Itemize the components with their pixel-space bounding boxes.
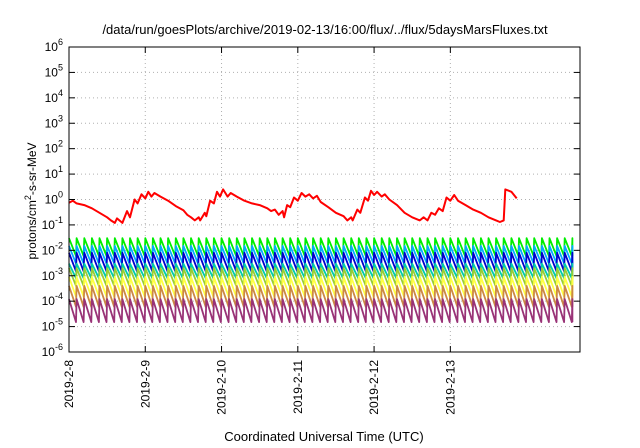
series-line-3 [68, 251, 574, 273]
x-tick-label: 2019-2-8 [62, 360, 76, 408]
x-tick-label: 2019-2-9 [138, 360, 152, 408]
y-tick-label: 105 [45, 62, 63, 79]
y-axis-label-sup: 2 [23, 195, 33, 200]
y-tick-label: 10-5 [42, 317, 63, 334]
x-tick-label: 2019-2-13 [443, 360, 457, 415]
x-axis-label: Coordinated Universal Time (UTC) [224, 429, 423, 444]
series-line-2 [68, 245, 574, 265]
x-tick-label: 2019-2-11 [291, 360, 305, 414]
series-line-1 [68, 237, 574, 257]
y-axis-label-post: -s-sr-MeV [25, 142, 39, 195]
series-line-6 [68, 276, 574, 298]
y-tick-label: 100 [45, 190, 63, 207]
y-axis-label-pre: protons/cm [25, 200, 39, 259]
y-tick-label: 102 [45, 139, 63, 156]
series-line-8 [68, 298, 574, 323]
y-tick-label: 10-4 [42, 291, 63, 308]
y-tick-label: 10-2 [42, 240, 63, 257]
series-line-4 [68, 262, 574, 280]
y-tick-label: 106 [45, 37, 63, 54]
y-axis-label: protons/cm2-s-sr-MeV [23, 142, 39, 259]
y-tick-label: 10-1 [42, 215, 63, 232]
series-line-7 [68, 285, 574, 308]
x-tick-label: 2019-2-10 [215, 360, 229, 415]
x-tick-label: 2019-2-12 [367, 360, 381, 415]
y-tick-label: 10-6 [42, 342, 63, 359]
series-group [68, 188, 574, 323]
series-line-0 [68, 188, 518, 224]
chart-title: /data/run/goesPlots/archive/2019-02-13/1… [102, 22, 548, 37]
y-tick-label: 101 [45, 164, 63, 181]
y-tick-label: 103 [45, 113, 63, 130]
y-tick-label: 10-3 [42, 266, 63, 283]
series-line-5 [68, 267, 574, 287]
plot-frame [68, 46, 581, 353]
axes: 10-6 10-5 10-4 10-3 10-2 10-1 100 101 102 103 104 1… [42, 37, 581, 415]
y-tick-label: 104 [45, 88, 63, 105]
